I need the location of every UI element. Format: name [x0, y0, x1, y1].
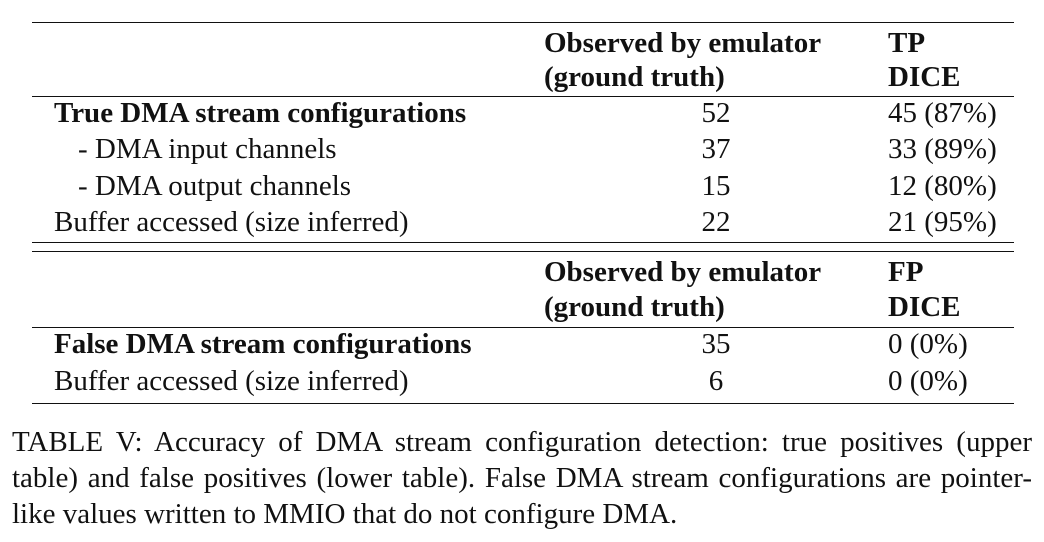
upper-header-observed-line1: Observed by emulator [544, 27, 822, 59]
row-observed: 37 [701, 133, 731, 165]
upper-header-tp-line2: DICE [888, 61, 961, 93]
upper-header-rule [32, 96, 1014, 97]
lower-header-observed-line2: (ground truth) [544, 291, 725, 323]
row-label: False DMA stream configurations [54, 328, 472, 360]
bottom-rule [32, 403, 1014, 404]
row-observed: 15 [701, 170, 731, 202]
row-observed: 35 [701, 328, 731, 360]
row-observed: 6 [708, 365, 724, 397]
row-dice: 0 (0%) [888, 328, 968, 360]
row-label: - DMA input channels [78, 133, 337, 165]
row-label: Buffer accessed (size inferred) [54, 206, 409, 238]
row-dice: 12 (80%) [888, 170, 997, 202]
lower-header-observed-line1: Observed by emulator [544, 256, 822, 288]
upper-header-observed-line2: (ground truth) [544, 61, 725, 93]
row-label: Buffer accessed (size inferred) [54, 365, 409, 397]
row-observed: 22 [701, 206, 731, 238]
row-label: True DMA stream configurations [54, 97, 467, 129]
row-dice: 45 (87%) [888, 97, 997, 129]
row-dice: 0 (0%) [888, 365, 968, 397]
upper-header-tp-line1: TP [888, 27, 926, 59]
row-dice: 21 (95%) [888, 206, 997, 238]
separator-rule-bottom [32, 251, 1014, 252]
lower-header-fp-line2: DICE [888, 291, 961, 323]
top-rule [32, 22, 1014, 23]
lower-header-rule [32, 327, 1014, 328]
separator-rule-top [32, 242, 1014, 243]
lower-header-fp-line1: FP [888, 256, 924, 288]
table-caption: TABLE V: Accuracy of DMA stream configur… [12, 426, 1032, 530]
row-label: - DMA output channels [78, 170, 352, 202]
row-observed: 52 [701, 97, 731, 129]
row-dice: 33 (89%) [888, 133, 997, 165]
